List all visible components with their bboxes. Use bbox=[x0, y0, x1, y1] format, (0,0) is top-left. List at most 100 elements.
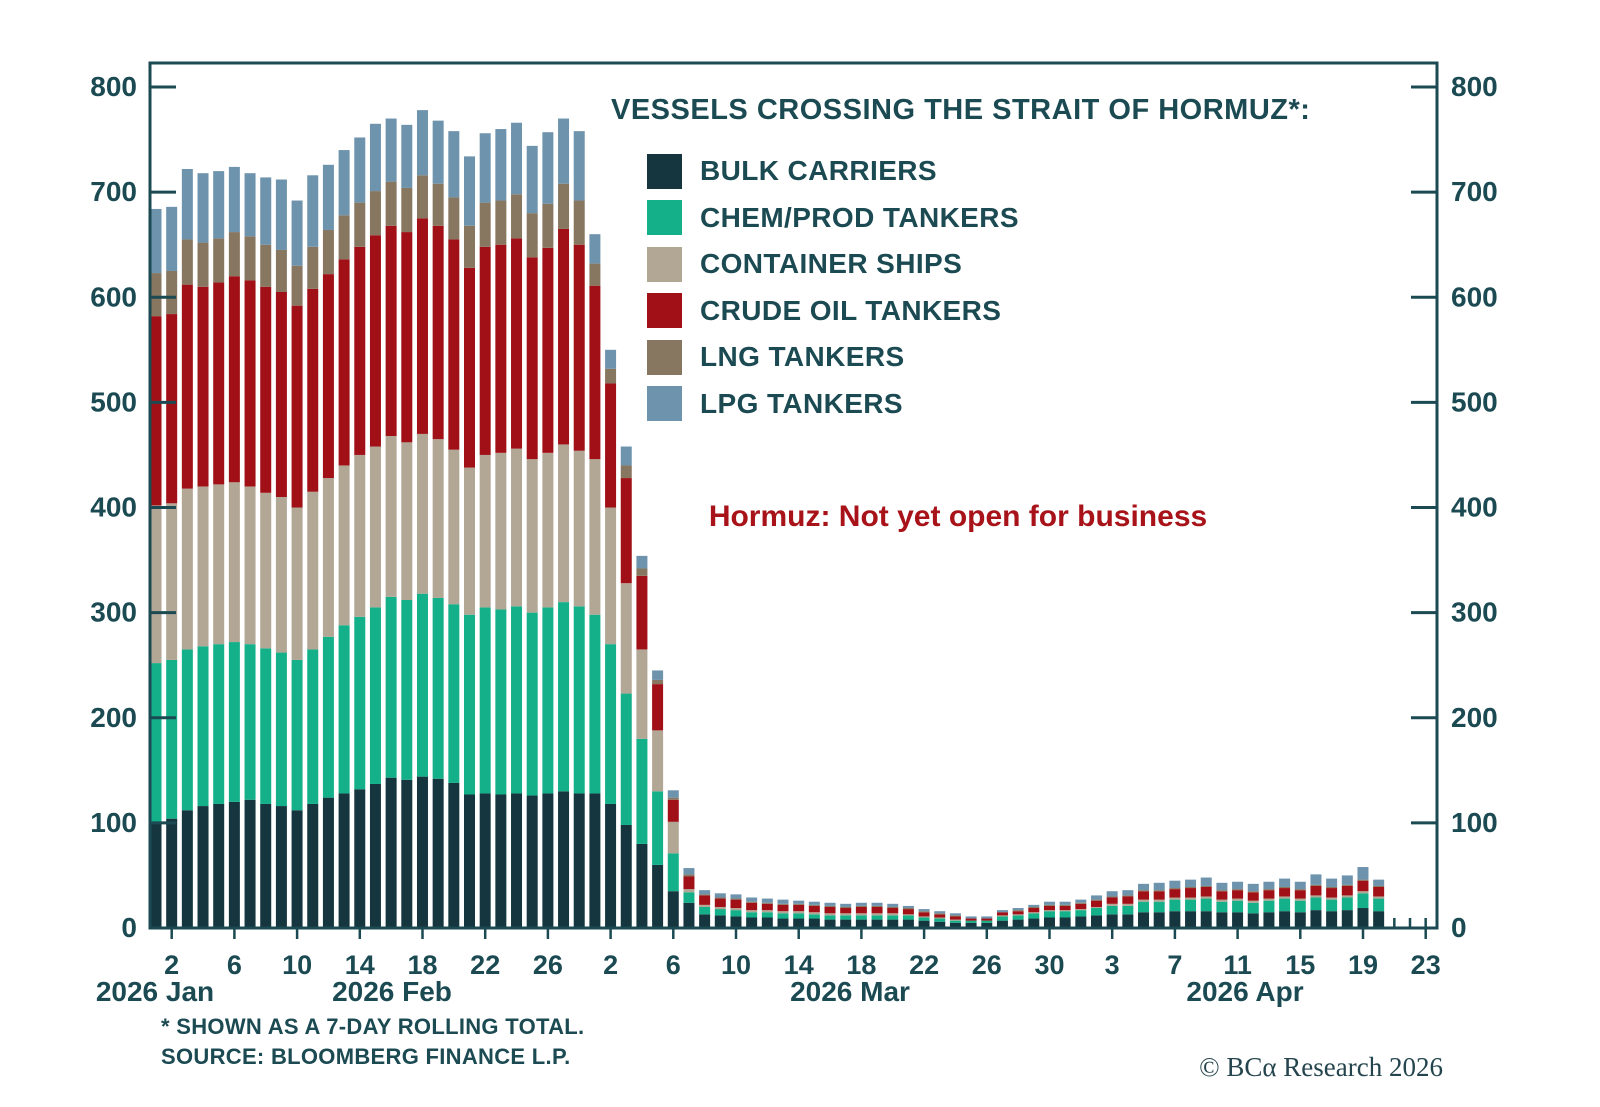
bar-segment bbox=[322, 797, 334, 928]
bar-segment bbox=[871, 902, 883, 906]
bar-segment bbox=[981, 922, 993, 928]
bar-segment bbox=[746, 912, 758, 918]
bar-segment bbox=[1153, 890, 1165, 892]
bar-segment bbox=[808, 905, 820, 913]
bar-segment bbox=[432, 120, 444, 184]
bar-segment bbox=[1310, 885, 1322, 896]
bar-segment bbox=[1341, 875, 1353, 885]
legend-swatch-lng-tankers bbox=[647, 339, 682, 375]
bar-segment bbox=[354, 137, 366, 203]
bar-segment bbox=[275, 496, 287, 653]
bar-segment bbox=[902, 915, 914, 920]
bar-segment bbox=[714, 915, 726, 928]
bar-segment bbox=[918, 909, 930, 912]
bar-segment bbox=[605, 803, 617, 928]
bar-segment bbox=[1200, 887, 1212, 897]
bar-segment bbox=[808, 912, 820, 915]
bar-segment bbox=[558, 444, 570, 603]
bar-segment bbox=[840, 906, 852, 909]
bar-segment bbox=[354, 202, 366, 247]
bar-segment bbox=[730, 916, 742, 928]
bar-segment bbox=[902, 914, 914, 916]
bar-segment bbox=[1138, 912, 1150, 928]
bar-segment bbox=[1059, 901, 1071, 905]
bar-segment bbox=[354, 246, 366, 455]
bar-segment bbox=[526, 612, 538, 796]
bar-segment bbox=[1247, 900, 1259, 903]
bar-segment bbox=[1294, 912, 1306, 928]
bar-segment bbox=[322, 164, 334, 230]
bar-segment bbox=[1106, 905, 1118, 915]
bar-segment bbox=[275, 806, 287, 928]
bar-segment bbox=[213, 484, 225, 645]
bar-segment bbox=[620, 693, 632, 825]
chart-title: VESSELS CROSSING THE STRAIT OF HORMUZ*: bbox=[611, 94, 1311, 126]
bar-segment bbox=[1357, 891, 1369, 894]
bar-segment bbox=[981, 920, 993, 923]
bar-segment bbox=[996, 910, 1008, 913]
bar-segment bbox=[589, 285, 601, 460]
bar-segment bbox=[385, 181, 397, 226]
bar-segment bbox=[746, 917, 758, 928]
bar-segment bbox=[620, 446, 632, 466]
bar-segment bbox=[479, 202, 491, 247]
bar-segment bbox=[1059, 911, 1071, 918]
bar-segment bbox=[746, 902, 758, 911]
bar-segment bbox=[761, 912, 773, 918]
bar-segment bbox=[369, 235, 381, 447]
x-axis-day-label: 14 bbox=[784, 950, 814, 980]
bar-segment bbox=[385, 118, 397, 182]
bar-segment bbox=[558, 602, 570, 792]
bar-segment bbox=[275, 291, 287, 497]
bar-segment bbox=[307, 175, 319, 247]
bar-segment bbox=[699, 894, 711, 896]
bar-segment bbox=[526, 795, 538, 928]
bar-segment bbox=[495, 452, 507, 610]
legend-item: BULK CARRIERS bbox=[647, 148, 1019, 195]
bar-segment bbox=[354, 454, 366, 617]
bar-segment bbox=[573, 244, 585, 451]
bar-segment bbox=[1138, 899, 1150, 902]
legend-swatch-container-ships bbox=[647, 246, 682, 282]
bar-segment bbox=[573, 450, 585, 607]
bar-segment bbox=[714, 893, 726, 898]
bar-segment bbox=[1091, 906, 1102, 909]
bar-segment bbox=[385, 225, 397, 437]
bar-segment bbox=[1247, 891, 1259, 893]
bar-segment bbox=[1185, 899, 1197, 912]
bar-segment bbox=[260, 177, 272, 245]
bar-segment bbox=[1294, 898, 1306, 901]
bar-segment bbox=[1169, 897, 1181, 900]
bar-segment bbox=[526, 257, 538, 460]
bar-segment bbox=[1341, 884, 1353, 886]
bar-segment bbox=[526, 459, 538, 613]
legend-label: CRUDE OIL TANKERS bbox=[700, 294, 1002, 326]
bar-segment bbox=[401, 442, 413, 601]
bar-segment bbox=[448, 197, 460, 240]
x-axis-month-label: 2026 Mar bbox=[790, 976, 910, 1007]
bar-segment bbox=[887, 919, 899, 928]
bar-segment bbox=[652, 864, 664, 928]
bar-segment bbox=[699, 906, 711, 915]
bar-segment bbox=[291, 305, 303, 508]
bar-segment bbox=[793, 913, 805, 919]
bar-segment bbox=[228, 482, 240, 643]
bar-segment bbox=[699, 895, 711, 905]
bar-segment bbox=[840, 908, 852, 914]
bar-segment bbox=[667, 790, 679, 798]
bar-segment bbox=[1043, 917, 1055, 928]
bar-segment bbox=[1341, 895, 1353, 898]
bar-segment bbox=[1232, 889, 1244, 891]
bar-segment bbox=[1138, 890, 1150, 892]
bar-segment bbox=[1059, 904, 1071, 906]
bar-segment bbox=[1310, 910, 1322, 928]
y-axis-label-right: 600 bbox=[1451, 281, 1498, 312]
bar-segment bbox=[1028, 904, 1040, 907]
bar-segment bbox=[1247, 913, 1259, 928]
bar-segment bbox=[1169, 899, 1181, 912]
bar-segment bbox=[338, 625, 350, 794]
y-axis-label-right: 0 bbox=[1451, 912, 1467, 943]
legend-item: LNG TANKERS bbox=[647, 334, 1019, 381]
bar-segment bbox=[871, 915, 883, 920]
bar-segment bbox=[401, 600, 413, 780]
